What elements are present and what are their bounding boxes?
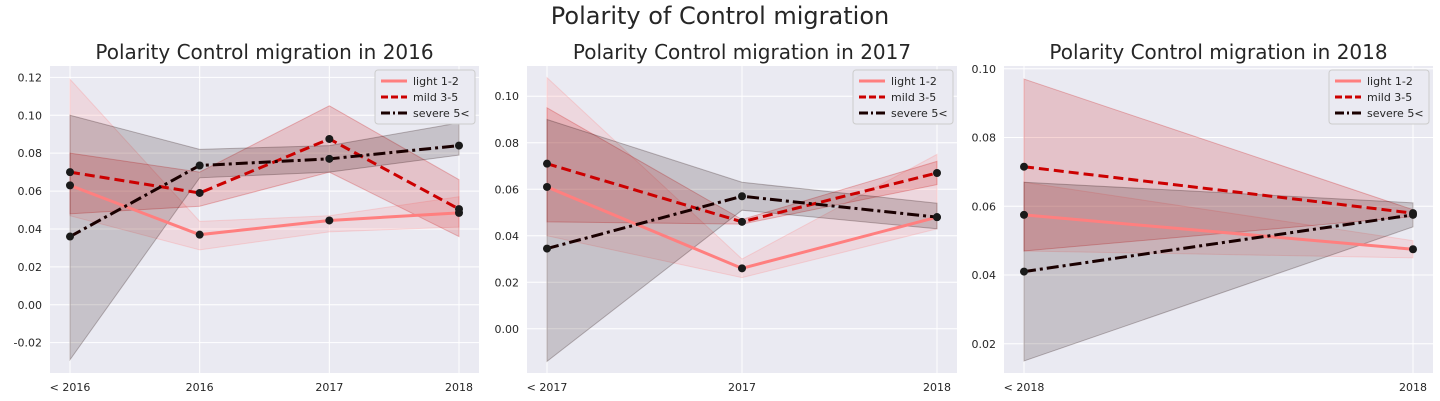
y-tick-label: 0.08 [18, 147, 43, 160]
legend-label: severe 5< [413, 107, 470, 120]
x-tick-label: 2018 [1399, 381, 1427, 394]
y-tick-label: 0.00 [18, 299, 43, 312]
subplot-2: 0.00 0.02 0.04 0.06 0.08 0.10 < 2017 2017 2018 Po… [495, 40, 957, 394]
data-point [1409, 210, 1417, 219]
y-tick-label: 0.00 [495, 323, 520, 336]
y-tick-label: -0.02 [14, 337, 42, 350]
data-point [66, 232, 74, 241]
y-tick-label: 0.08 [972, 132, 997, 145]
y-tick-label: 0.10 [18, 109, 43, 122]
confidence-band [1023, 181, 1414, 362]
series-line [1023, 165, 1414, 215]
subplot-1: -0.02 0.00 0.02 0.04 0.06 0.08 0.10 0.12 < 2016 2… [14, 40, 479, 394]
x-tick-label: 2017 [315, 381, 343, 394]
legend-label: mild 3-5 [891, 91, 936, 104]
data-point [543, 182, 551, 191]
data-point [455, 205, 463, 214]
y-tick-label: 0.06 [972, 200, 997, 213]
y-tick-label: 0.02 [972, 338, 997, 351]
y-tick-label: 0.02 [18, 261, 43, 274]
data-point [738, 217, 746, 226]
data-point [738, 192, 746, 201]
y-tick-label: 0.08 [495, 137, 520, 150]
series-line [1023, 213, 1414, 251]
y-tick-label: 0.12 [18, 71, 43, 84]
data-point [1020, 267, 1028, 276]
x-tick-label: < 2017 [527, 381, 568, 394]
subplot-title: Polarity Control migration in 2018 [1049, 40, 1387, 64]
data-point [1020, 162, 1028, 171]
data-point [543, 244, 551, 253]
x-tick-label: 2017 [728, 381, 756, 394]
data-point [66, 181, 74, 190]
confidence-band [1023, 181, 1414, 259]
confidence-band [546, 118, 938, 363]
x-tick-label: < 2016 [50, 381, 91, 394]
series-line [69, 183, 460, 237]
legend-label: light 1-2 [413, 75, 459, 88]
legend-box [852, 69, 954, 125]
data-point [1409, 245, 1417, 254]
confidence-band [69, 114, 460, 362]
y-tick-label: 0.06 [18, 185, 43, 198]
data-point [738, 264, 746, 273]
legend: light 1-2 mild 3-5 severe 5< [1328, 69, 1430, 125]
data-point [195, 188, 204, 197]
data-point [543, 159, 551, 168]
legend: light 1-2 mild 3-5 severe 5< [852, 69, 954, 125]
legend-box [374, 69, 476, 125]
x-tick-label: 2018 [923, 381, 951, 394]
series-line [69, 144, 460, 238]
data-point [933, 168, 941, 177]
data-point [66, 168, 74, 177]
x-tick-label: 2016 [186, 381, 214, 394]
x-tick-label: 2018 [445, 381, 473, 394]
subplot-title: Polarity Control migration in 2017 [573, 40, 911, 64]
data-point [1020, 210, 1028, 219]
y-tick-label: 0.10 [972, 63, 997, 76]
legend-label: severe 5< [891, 107, 948, 120]
legend-label: mild 3-5 [1367, 91, 1412, 104]
legend-box [1328, 69, 1430, 125]
legend-label: light 1-2 [1367, 75, 1413, 88]
legend-label: light 1-2 [891, 75, 937, 88]
data-point [325, 134, 334, 143]
y-tick-label: 0.02 [495, 276, 520, 289]
y-tick-label: 0.10 [495, 90, 520, 103]
series-line [1023, 213, 1414, 274]
series-line [69, 137, 460, 211]
subplot-3: 0.02 0.04 0.06 0.08 0.10 < 2018 2018 Polarity C… [972, 40, 1433, 394]
data-point [455, 141, 463, 150]
figure-suptitle: Polarity of Control migration [550, 2, 890, 30]
data-point [325, 154, 334, 163]
data-point [325, 216, 334, 225]
subplot-title: Polarity Control migration in 2016 [95, 40, 433, 64]
data-point [933, 213, 941, 222]
data-point [195, 230, 204, 239]
x-tick-label: < 2018 [1004, 381, 1045, 394]
legend-label: mild 3-5 [413, 91, 458, 104]
y-tick-label: 0.04 [495, 230, 520, 243]
data-point [195, 161, 204, 170]
legend: light 1-2 mild 3-5 severe 5< [374, 69, 476, 125]
y-tick-label: 0.06 [495, 183, 520, 196]
confidence-band [69, 77, 460, 251]
legend-label: severe 5< [1367, 107, 1424, 120]
y-tick-label: 0.04 [18, 223, 43, 236]
y-tick-label: 0.04 [972, 269, 997, 282]
